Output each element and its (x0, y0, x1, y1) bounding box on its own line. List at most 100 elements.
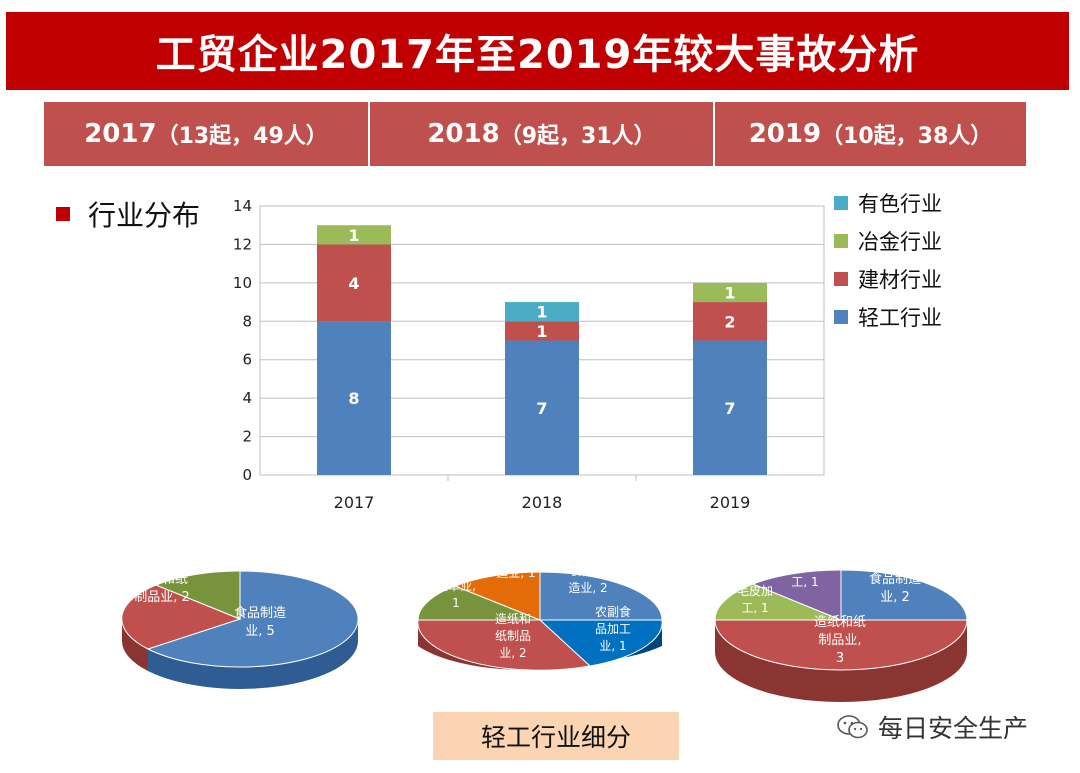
year-summary-row: 2017 （13起，49人） 2018 （9起，31人） 2019 （10起，38人） (44, 102, 1026, 166)
y-tick-label: 6 (242, 351, 252, 369)
section-heading: 行业分布 (56, 194, 200, 234)
pie-label: 食品制造 (234, 605, 286, 621)
year-label: 2017 (84, 119, 157, 149)
bar-data-label: 8 (348, 389, 359, 408)
bar-data-label: 2 (724, 312, 735, 331)
y-tick-label: 4 (242, 389, 252, 407)
pie-chart-2019: 食品制造 业, 2 造纸和纸 制品业, 3 毛皮加 工, 1 羽毛加 工, 1 (714, 558, 968, 702)
legend-swatch (834, 310, 848, 324)
y-tick-label: 0 (242, 466, 252, 484)
pie-2017-slice-leather (154, 570, 241, 620)
pie-label: 食品制 (570, 563, 606, 578)
bar-segment (693, 340, 767, 475)
pie-label: 工, 1 (791, 575, 818, 589)
pie-label: 业, 2 (880, 590, 910, 605)
bar-segment (693, 302, 767, 341)
x-tick-label: 2017 (334, 493, 375, 512)
pie-2019-depth (715, 620, 967, 702)
y-tick-label: 14 (233, 197, 252, 215)
pie-label: 3 (836, 651, 844, 666)
bar-segment (505, 321, 579, 341)
pie-label: 制品业, (818, 633, 861, 648)
pie-label: 皮革业, (436, 579, 476, 593)
year-cell-2019: 2019 （10起，38人） (715, 102, 1026, 166)
pie-2019-side-paper (715, 620, 967, 702)
year-detail: （10起，38人） (821, 124, 993, 149)
legend-swatch (834, 196, 848, 210)
year-cell-2017: 2017 （13起，49人） (44, 102, 370, 166)
pie-2018-slice-food (539, 571, 663, 621)
legend-swatch (834, 272, 848, 286)
pie-label: 家具制 (498, 548, 534, 563)
legend-item-jiancai: 建材行业 (834, 260, 942, 298)
legend-item-yejin: 冶金行业 (834, 222, 942, 260)
pie-label: 造业, 2 (568, 581, 607, 595)
legend-swatch (834, 234, 848, 248)
pie-2017-slice-paper (121, 584, 242, 650)
pie-label: 造纸和纸 (814, 615, 866, 630)
bar-data-label: 7 (724, 399, 735, 418)
pie-2019-slice-food (840, 569, 968, 621)
bar-data-label: 1 (536, 322, 547, 341)
pie-2017-side-paper (122, 619, 148, 671)
bar-data-label: 1 (536, 303, 547, 322)
watermark-text: 每日安全生产 (878, 714, 1029, 743)
pie-label: 羽毛加 (787, 558, 823, 572)
legend-label: 轻工行业 (858, 306, 942, 330)
legend-item-qinggong: 轻工行业 (834, 298, 942, 336)
pie-2017-depth (122, 619, 358, 689)
y-tick-label: 2 (242, 428, 252, 446)
pie-2018-slice-furniture (453, 571, 541, 621)
pie-2019-slice-feather (751, 569, 842, 621)
year-label: 2019 (748, 119, 822, 149)
bar-data-label: 1 (348, 226, 359, 245)
pie-2018-slice-agri (538, 619, 663, 667)
bar-data-label: 4 (348, 274, 359, 293)
legend-label: 建材行业 (858, 268, 942, 292)
y-tick-label: 8 (242, 312, 252, 330)
legend-item-youse: 有色行业 (834, 184, 942, 222)
pie-label: 造纸和 (495, 612, 531, 626)
bar-legend: 有色行业 冶金行业 建材行业 轻工行业 (834, 184, 942, 336)
legend-label: 有色行业 (858, 192, 942, 216)
bullet-square-icon (56, 207, 70, 221)
pie-2017-slice-food (146, 570, 359, 668)
bar-segment (693, 282, 767, 303)
pie-label: 纸制品 (495, 629, 531, 643)
section-label: 行业分布 (88, 199, 201, 232)
pie-label: 皮革业, 1 (177, 549, 233, 564)
pie-label: 业, 1 (599, 639, 626, 653)
pie-label: 造业, 1 (496, 566, 535, 580)
bar-segment (505, 302, 579, 322)
y-tick-label: 10 (233, 274, 252, 292)
bar-segment (317, 321, 391, 475)
y-tick-label: 12 (233, 235, 252, 253)
wechat-icon (837, 715, 868, 739)
x-tick-label: 2018 (522, 493, 563, 512)
pie-2018-slice-leather (417, 585, 541, 621)
pie-2019-slice-paper (714, 619, 968, 671)
pie-label: 农副食 (595, 604, 631, 619)
legend-label: 冶金行业 (858, 230, 942, 254)
bar-segment (505, 340, 579, 475)
page-title: 工贸企业2017年至2019年较大事故分析 (6, 12, 1069, 90)
year-detail: （9起，31人） (499, 124, 656, 149)
pie-chart-2017: 食品制造 业, 5 造纸和纸 制品业, 2 皮革业, 1 (121, 549, 359, 689)
watermark: 每日安全生产 (836, 709, 1028, 745)
bar-segment (317, 244, 391, 322)
pie-2018-slice-paper (417, 619, 592, 671)
pie-label: 业, 2 (499, 646, 526, 660)
bar-segment (317, 225, 391, 245)
pie-2019-slice-fur (714, 583, 842, 621)
pie-label: 食品制造 (869, 571, 921, 587)
year-detail: （13起，49人） (156, 124, 328, 149)
year-label: 2018 (427, 119, 500, 149)
bar-data-label: 1 (724, 283, 735, 302)
pie-label: 业, 5 (245, 624, 275, 639)
pie-label: 造纸和纸 (136, 572, 188, 587)
pie-chart-2018: 食品制 造业, 2 农副食 品加工 业, 1 造纸和 纸制品 业, 2 皮革业,… (417, 548, 663, 671)
x-tick-label: 2019 (710, 493, 751, 512)
pie-label: 1 (452, 596, 460, 610)
pie-section-caption: 轻工行业细分 (433, 712, 679, 760)
